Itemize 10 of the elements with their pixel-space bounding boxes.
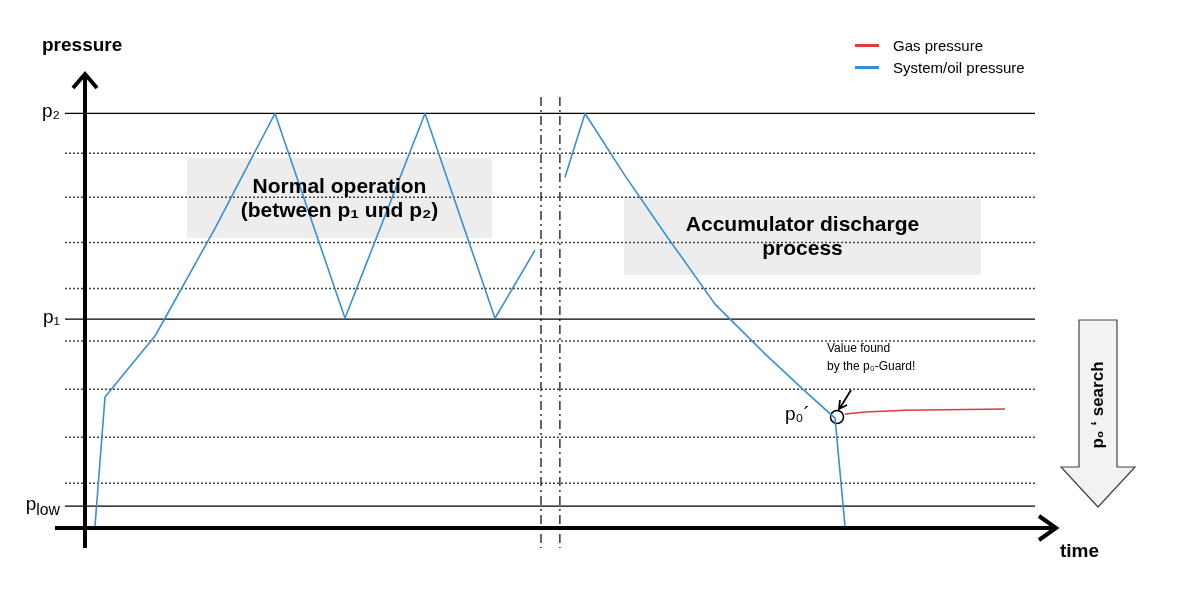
y-axis-title: pressure bbox=[42, 34, 123, 56]
x-axis-title: time bbox=[1060, 540, 1100, 562]
legend-label: System/oil pressure bbox=[893, 58, 1025, 76]
text: p₀ ‘ search bbox=[1088, 361, 1108, 449]
ref-line-label: p₁ bbox=[43, 306, 60, 329]
ref-line-label: p₂ bbox=[42, 100, 60, 123]
annotation: Value found by the p₀-Guard! bbox=[827, 339, 916, 375]
ref-line-label: p$_{low}$ bbox=[25, 493, 60, 519]
annotation: p₀´ bbox=[785, 403, 810, 425]
legend-label: Gas pressure bbox=[893, 36, 984, 54]
